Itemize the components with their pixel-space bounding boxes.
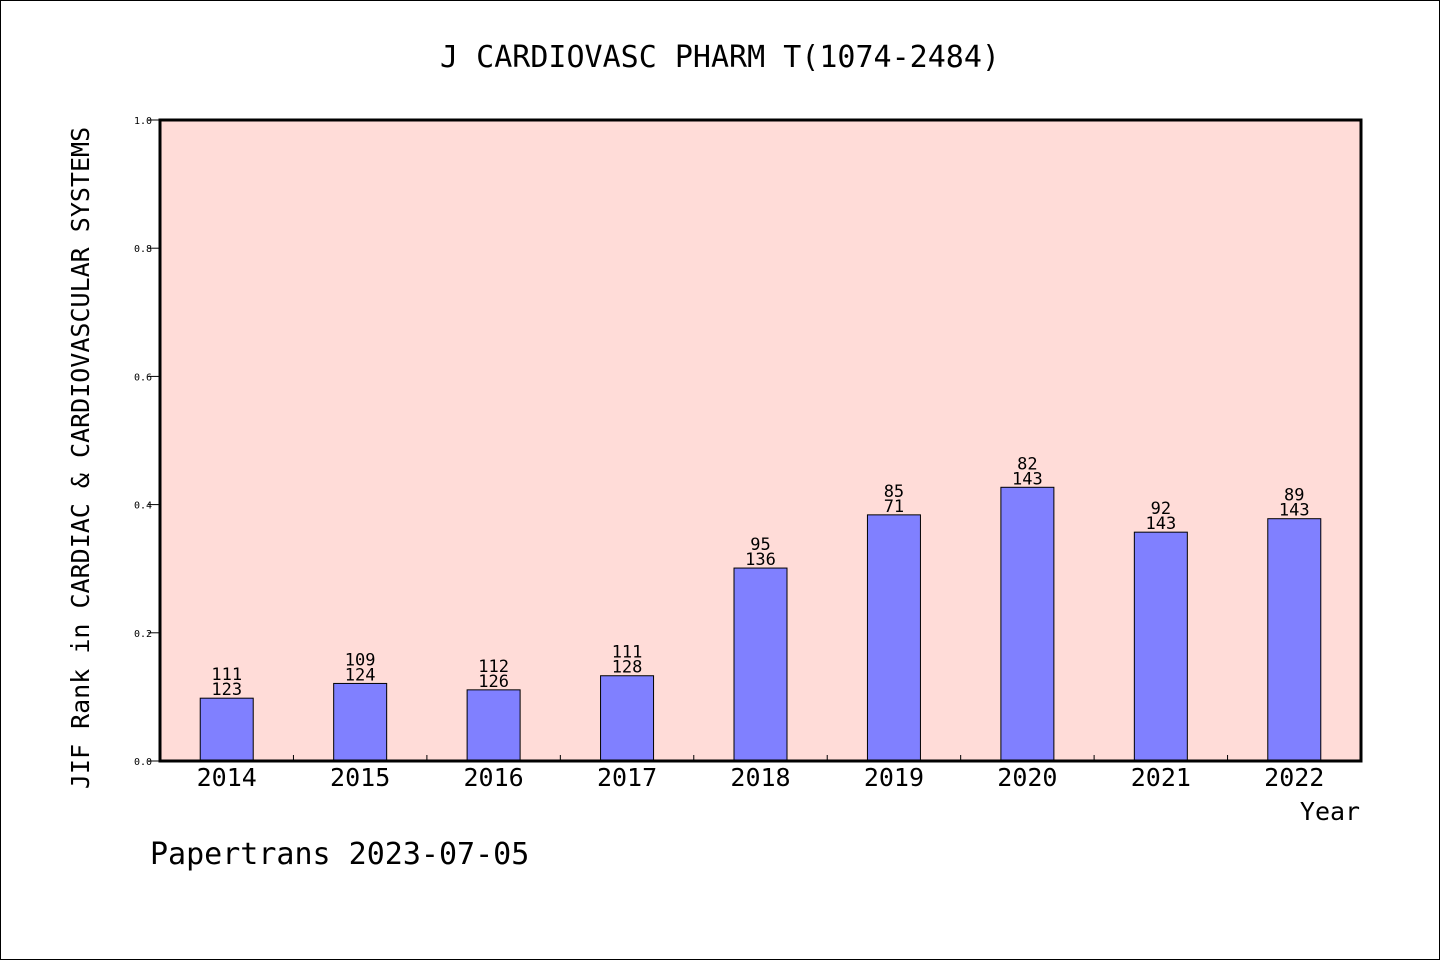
bar-total-label: 128 bbox=[612, 658, 643, 678]
y-tick-label: 0.4 bbox=[134, 501, 152, 512]
bar-rank-label: 89 bbox=[1284, 486, 1304, 506]
bar-total-label: 124 bbox=[345, 665, 376, 685]
y-tick-label: 0.8 bbox=[134, 244, 152, 255]
footer-credit: Papertrans 2023-07-05 bbox=[150, 837, 529, 872]
x-tick-label: 2017 bbox=[597, 763, 657, 792]
y-tick-label: 1.0 bbox=[134, 116, 152, 127]
bar bbox=[466, 689, 521, 762]
y-tick-label: 0.6 bbox=[134, 372, 152, 383]
y-axis-ticks: 0.0 0.2 0.4 0.6 0.8 1.0 bbox=[134, 116, 160, 768]
x-tick-label: 2014 bbox=[197, 763, 257, 792]
bar bbox=[1267, 518, 1322, 762]
bar bbox=[1133, 531, 1188, 762]
bar-total-label: 126 bbox=[478, 672, 509, 692]
bar bbox=[600, 675, 655, 762]
bar-rank-label: 82 bbox=[1017, 454, 1037, 474]
bar-total-label: 143 bbox=[1012, 469, 1043, 489]
x-tick-label: 2018 bbox=[730, 763, 790, 792]
bar bbox=[733, 567, 788, 762]
bar-rank-label: 111 bbox=[211, 665, 242, 685]
bar-total-label: 136 bbox=[745, 550, 776, 570]
x-tick-label: 2021 bbox=[1131, 763, 1191, 792]
x-tick-label: 2015 bbox=[330, 763, 390, 792]
chart-title: J CARDIOVASC PHARM T(1074-2484) bbox=[440, 40, 1000, 75]
x-axis-ticks: 2014 2015 2016 2017 2018 2019 2020 2021 2022 bbox=[197, 755, 1324, 792]
y-tick-label: 0.0 bbox=[134, 757, 152, 768]
bar-total-label: 143 bbox=[1279, 501, 1310, 521]
bar-rank-label: 109 bbox=[345, 650, 376, 670]
bar-rank-label: 95 bbox=[750, 535, 770, 555]
x-tick-label: 2016 bbox=[464, 763, 524, 792]
bar bbox=[199, 697, 254, 762]
bar-rank-label: 85 bbox=[884, 482, 904, 502]
bar-rank-label: 111 bbox=[612, 643, 643, 663]
y-axis-label: JIF Rank in CARDIAC & CARDIOVASCULAR SYS… bbox=[66, 127, 95, 789]
plot-border bbox=[158, 118, 1363, 763]
bar bbox=[333, 682, 388, 762]
bar-total-label: 123 bbox=[211, 680, 242, 700]
x-tick-label: 2022 bbox=[1264, 763, 1324, 792]
bar bbox=[1000, 486, 1055, 762]
bar-total-label: 71 bbox=[884, 497, 904, 517]
y-tick-label: 0.2 bbox=[134, 629, 152, 640]
bar-total-label: 143 bbox=[1145, 514, 1176, 534]
bar bbox=[866, 514, 921, 762]
x-axis-label: Year bbox=[1300, 797, 1360, 826]
x-tick-label: 2019 bbox=[864, 763, 924, 792]
x-tick-label: 2020 bbox=[997, 763, 1057, 792]
bar-rank-label: 112 bbox=[478, 657, 509, 677]
bar-rank-label: 92 bbox=[1151, 499, 1171, 519]
